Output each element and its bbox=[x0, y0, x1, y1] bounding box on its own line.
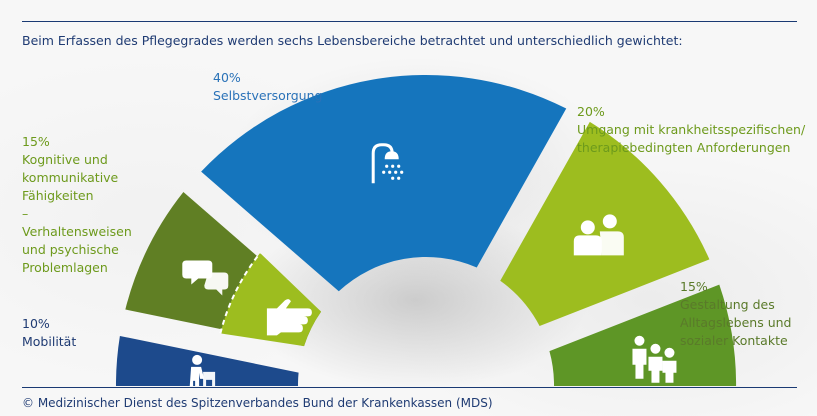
label-gestaltung-pct: 15% bbox=[680, 279, 708, 294]
label-kognitive-name: Kognitive und kommunikative Fähigkeiten … bbox=[22, 152, 132, 275]
label-mobilitaet-pct: 10% bbox=[22, 316, 50, 331]
label-mobilitaet: 10% Mobilität bbox=[22, 315, 76, 351]
group-people-icon bbox=[632, 335, 677, 383]
top-rule bbox=[22, 21, 797, 22]
label-gestaltung-name: Gestaltung des Alltagslebens und soziale… bbox=[680, 297, 792, 348]
copyright-footer: © Medizinischer Dienst des Spitzenverban… bbox=[22, 396, 493, 410]
label-umgang-pct: 20% bbox=[577, 104, 605, 119]
chart-slices bbox=[116, 74, 736, 386]
label-selbstversorgung: 40% Selbstversorgung bbox=[213, 69, 322, 105]
doctor-patient-icon bbox=[573, 214, 624, 256]
label-kognitive: 15% Kognitive und kommunikative Fähigkei… bbox=[22, 133, 132, 277]
label-gestaltung: 15% Gestaltung des Alltagslebens und soz… bbox=[680, 278, 791, 350]
label-mobilitaet-name: Mobilität bbox=[22, 334, 77, 349]
shower-icon bbox=[371, 143, 404, 184]
label-selbstversorgung-name: Selbstversorgung bbox=[213, 88, 323, 103]
speech-bubbles-icon bbox=[182, 260, 229, 296]
label-selbstversorgung-pct: 40% bbox=[213, 70, 241, 85]
hand-icon bbox=[266, 299, 312, 336]
walker-person-icon bbox=[189, 354, 216, 386]
slice-gestaltung bbox=[549, 284, 736, 386]
slice-kognitive-dashed-divider bbox=[219, 252, 261, 334]
bottom-rule bbox=[22, 387, 797, 388]
slice-mobilität bbox=[116, 335, 299, 386]
label-kognitive-pct: 15% bbox=[22, 134, 50, 149]
slice-selbstversorgung bbox=[201, 74, 567, 292]
label-umgang-name: Umgang mit krankheitsspezifischen/ thera… bbox=[577, 122, 806, 155]
label-umgang: 20% Umgang mit krankheitsspezifischen/ t… bbox=[577, 103, 805, 157]
chart-subtitle: Beim Erfassen des Pflegegrades werden se… bbox=[22, 33, 683, 48]
